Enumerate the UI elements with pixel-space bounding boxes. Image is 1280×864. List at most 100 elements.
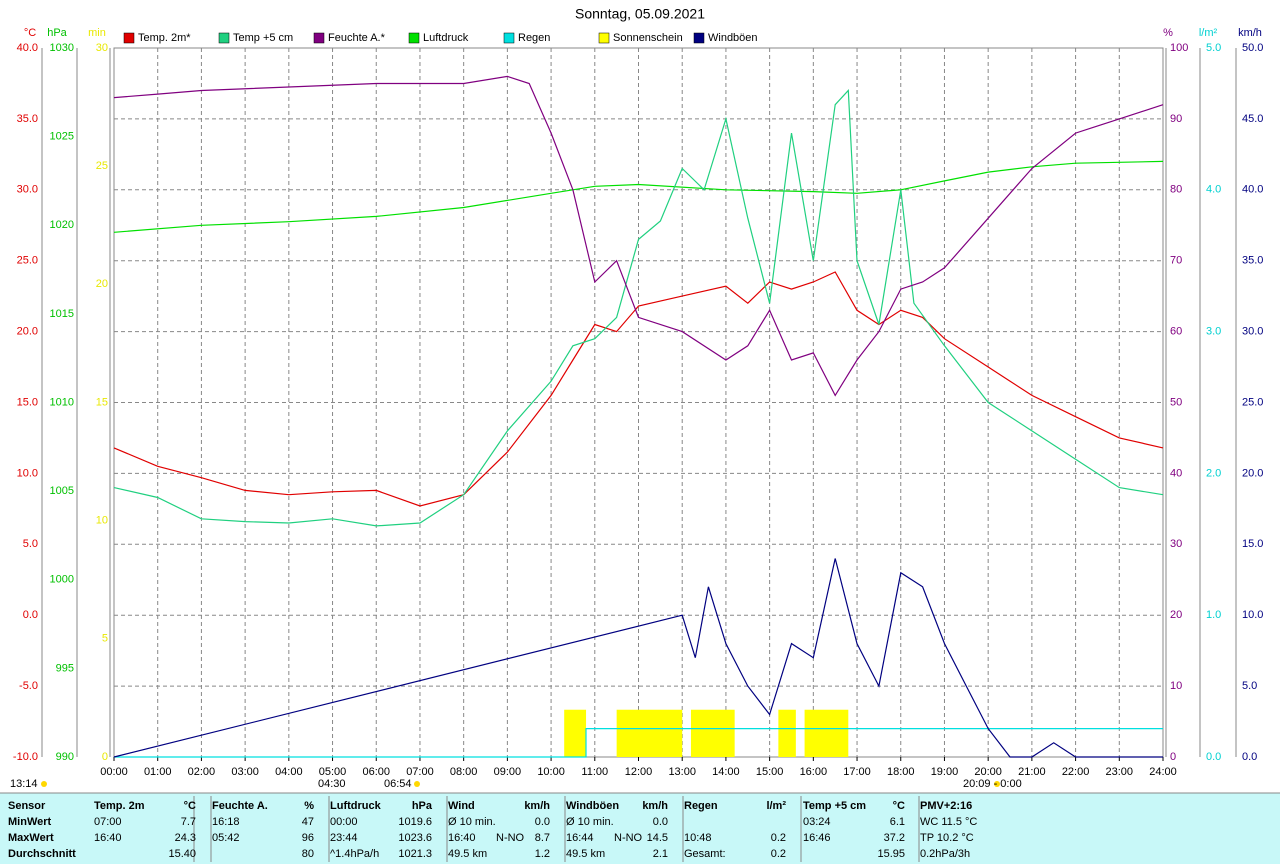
x-tick-label: 22:00 [1062, 766, 1090, 778]
axis-unit: l/m² [1199, 27, 1218, 39]
table-cell: km/h [524, 800, 550, 812]
table-cell: 00:00 [330, 816, 358, 828]
y-tick-label: 15.0 [17, 396, 38, 408]
y-tick-label: 40 [1170, 467, 1182, 479]
table-cell: 16:18 [212, 816, 240, 828]
table-cell: MaxWert [8, 832, 54, 844]
y-tick-label: 1015 [50, 308, 74, 320]
table-cell: 15.40 [168, 848, 196, 860]
table-cell: Temp +5 cm [803, 800, 866, 812]
sun-icon [41, 781, 47, 787]
y-tick-label: 20.0 [1242, 467, 1263, 479]
y-tick-label: 25.0 [17, 255, 38, 267]
x-tick-label: 06:00 [362, 766, 390, 778]
y-tick-label: -10.0 [13, 751, 38, 763]
table-cell: l/m² [766, 800, 786, 812]
y-tick-label: 5 [102, 633, 108, 645]
x-tick-label: 16:00 [800, 766, 828, 778]
table-cell: 7.7 [181, 816, 196, 828]
table-cell: 16:44 [566, 832, 594, 844]
y-tick-label: 15 [96, 396, 108, 408]
y-tick-label: 100 [1170, 42, 1188, 54]
y-tick-label: 1020 [50, 219, 74, 231]
y-tick-label: 50.0 [1242, 42, 1263, 54]
table-cell: °C [893, 800, 905, 812]
legend-label: Regen [518, 32, 550, 44]
axis-unit: °C [24, 27, 36, 39]
series-line [113, 271, 1164, 507]
table-cell: 15.95 [877, 848, 905, 860]
table-cell: 0.0 [653, 816, 668, 828]
table-cell: Ø 10 min. [566, 816, 614, 828]
x-tick-label: 04:00 [275, 766, 303, 778]
table-cell: 1021.3 [398, 848, 432, 860]
x-tick-label: 11:00 [581, 766, 608, 778]
x-tick-label: 20:00 [974, 766, 1002, 778]
table-cell: 0.2 [771, 848, 786, 860]
y-tick-label: 0.0 [1206, 751, 1221, 763]
legend-swatch [408, 32, 420, 44]
stats-background [0, 793, 1280, 864]
x-tick-label: 08:00 [450, 766, 478, 778]
table-cell: PMV+2:16 [920, 800, 972, 812]
table-cell: 2.1 [653, 848, 668, 860]
y-tick-label: 90 [1170, 113, 1182, 125]
axis-unit: % [1163, 27, 1173, 39]
table-cell: 05:42 [212, 832, 240, 844]
y-tick-label: 1005 [50, 485, 74, 497]
table-cell: 07:00 [94, 816, 122, 828]
legend-swatch [313, 32, 325, 44]
table-cell: 16:46 [803, 832, 831, 844]
table-cell: 1023.6 [398, 832, 432, 844]
y-tick-label: 50 [1170, 396, 1182, 408]
y-tick-label: 40.0 [1242, 184, 1263, 196]
y-tick-label: 25.0 [1242, 396, 1263, 408]
legend-swatch [693, 32, 705, 44]
y-tick-label: 20 [96, 278, 108, 290]
table-cell: Windböen [566, 800, 619, 812]
y-tick-label: -5.0 [19, 680, 38, 692]
sun-icon [414, 781, 420, 787]
sun-icon [994, 781, 1000, 787]
series-line [113, 89, 1164, 527]
series-line [113, 75, 1164, 397]
y-tick-label: 1030 [50, 42, 74, 54]
table-cell: WC 11.5 °C [920, 816, 977, 828]
legend-label: Temp. 2m* [138, 32, 191, 44]
table-cell: Sensor [8, 800, 46, 812]
series-line [113, 160, 1164, 233]
y-tick-label: 10 [96, 515, 108, 527]
table-cell: TP 10.2 °C [920, 832, 974, 844]
y-tick-label: 1025 [50, 131, 74, 143]
y-tick-label: 995 [56, 662, 74, 674]
legend-swatch [503, 32, 515, 44]
y-tick-label: 30.0 [1242, 326, 1263, 338]
table-cell: Wind [448, 800, 475, 812]
table-cell: °C [184, 800, 196, 812]
y-tick-label: 10 [1170, 680, 1182, 692]
y-tick-label: 80 [1170, 184, 1182, 196]
table-cell: 0.2 [771, 832, 786, 844]
y-tick-label: 20 [1170, 609, 1182, 621]
table-cell: 24.3 [175, 832, 196, 844]
annotation: 13:14 [10, 778, 38, 790]
x-tick-label: 19:00 [931, 766, 959, 778]
table-cell: 49.5 km [566, 848, 605, 860]
sunshine-bar [804, 709, 849, 757]
table-cell: hPa [412, 800, 433, 812]
table-cell: Temp. 2m [94, 800, 145, 812]
y-tick-label: 5.0 [23, 538, 38, 550]
x-tick-label: 18:00 [887, 766, 915, 778]
table-cell: Feuchte A. [212, 800, 268, 812]
sunshine-bar [778, 709, 796, 757]
table-cell: Gesamt: [684, 848, 726, 860]
table-cell: 23:44 [330, 832, 358, 844]
x-tick-label: 09:00 [494, 766, 522, 778]
y-tick-label: 30 [96, 42, 108, 54]
table-cell: MinWert [8, 816, 52, 828]
axis-unit: km/h [1238, 27, 1262, 39]
chart-title: Sonntag, 05.09.2021 [575, 6, 705, 22]
table-cell: 1.2 [535, 848, 550, 860]
table-cell: ^1.4hPa/h [330, 848, 379, 860]
annotation: 04:30 [318, 778, 346, 790]
